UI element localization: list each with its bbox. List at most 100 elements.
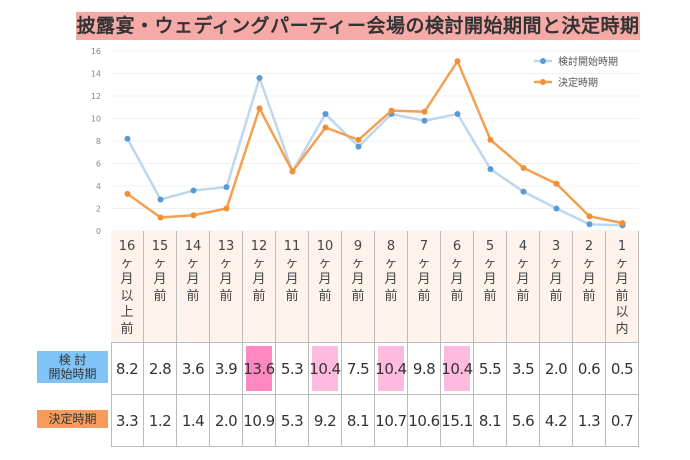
category-header: 11 ヶ月前 — [276, 231, 309, 343]
data-label: 15.1 — [441, 411, 473, 430]
category-label-part: 7 — [419, 239, 429, 254]
row-label-line: 検 討 — [58, 353, 87, 367]
category-label-part: ヶ — [417, 255, 431, 271]
row-label-line: 開始時期 — [48, 367, 97, 381]
y-tick-label: 4 — [96, 182, 101, 191]
table-cell: 10.4 — [309, 343, 342, 395]
table-cell: 2.8 — [144, 343, 177, 395]
data-label: 10.9 — [243, 411, 275, 430]
category-label-part: ヶ — [153, 255, 167, 271]
data-point — [256, 105, 263, 112]
table-cell: 2.0 — [540, 343, 573, 395]
series-line-1 — [126, 58, 623, 225]
legend-marker — [540, 79, 546, 85]
category-label-part: 前 — [351, 288, 365, 304]
category-label-part: 前 — [483, 288, 497, 304]
data-label: 3.5 — [511, 359, 535, 378]
y-tick-label: 12 — [91, 92, 101, 101]
data-point — [553, 205, 560, 212]
category-label-part: 前 — [450, 288, 464, 304]
data-point — [322, 111, 329, 117]
category-label-part: 前 — [120, 321, 134, 337]
data-point — [322, 124, 329, 131]
data-label: 5.6 — [511, 411, 535, 430]
category-label-part: ヶ — [252, 255, 266, 271]
category-label-part: ヶ — [318, 255, 332, 271]
table-cell: 0.6 — [573, 343, 606, 395]
category-label-part: 前 — [219, 288, 233, 304]
category-label-part: 9 — [353, 239, 363, 254]
category-label-part: 前 — [153, 288, 167, 304]
data-point — [190, 212, 197, 219]
legend-label: 検討開始時期 — [558, 55, 618, 68]
y-tick-label: 10 — [91, 115, 101, 124]
table-cell: 10.4 — [375, 343, 408, 395]
data-point — [124, 190, 131, 197]
category-label-part: ヶ — [549, 255, 563, 271]
category-label-part: 前 — [285, 288, 299, 304]
data-label: 5.3 — [280, 411, 304, 430]
category-label-part: ヶ — [186, 255, 200, 271]
category-label-part: 10 — [316, 239, 334, 254]
data-point — [520, 188, 527, 195]
category-label-part: 12 — [250, 239, 268, 254]
series-line-0 — [126, 73, 623, 227]
cell-highlight — [246, 346, 272, 391]
table-cell: 3.9 — [210, 343, 243, 395]
data-label: 10.6 — [408, 411, 440, 430]
category-label-part: 月 — [351, 272, 365, 287]
data-point — [553, 180, 560, 187]
category-label-part: 以 — [120, 288, 134, 304]
table-cell: 10.6 — [408, 395, 441, 447]
category-label-part: 5 — [485, 239, 495, 254]
data-label: 2.0 — [544, 359, 568, 378]
data-label: 8.1 — [346, 411, 370, 430]
category-label-part: 前 — [615, 288, 629, 304]
data-label: 3.6 — [181, 359, 205, 378]
legend-label: 決定時期 — [558, 76, 598, 89]
category-label-part: ヶ — [615, 255, 629, 271]
table-cell: 5.3 — [276, 343, 309, 395]
row-label-line: 決定時期 — [48, 412, 97, 426]
table-cell: 5.3 — [276, 395, 309, 447]
category-label-part: 月 — [417, 272, 431, 287]
data-point — [256, 75, 263, 81]
category-label-part: ヶ — [450, 255, 464, 271]
table-cell: 0.7 — [606, 395, 639, 447]
data-label: 4.2 — [544, 411, 568, 430]
table-cell: 9.2 — [309, 395, 342, 447]
data-point — [388, 107, 395, 114]
data-label: 8.2 — [115, 359, 139, 378]
category-label-part: 16 — [118, 239, 136, 254]
category-label-part: 前 — [384, 288, 398, 304]
category-label-part: 月 — [318, 272, 332, 287]
category-label-part: 前 — [252, 288, 266, 304]
category-label-part: 月 — [186, 272, 200, 287]
data-label: 10.4 — [375, 359, 407, 378]
table-cell: 3.5 — [507, 343, 540, 395]
table-cell: 1.4 — [177, 395, 210, 447]
category-label-part: 14 — [184, 239, 202, 254]
data-point — [487, 166, 494, 173]
category-label-part: 13 — [217, 239, 235, 254]
category-header: 10 ヶ月前 — [309, 231, 342, 343]
category-label-part: 6 — [452, 239, 462, 254]
category-label-part: 月 — [285, 272, 299, 287]
category-header: 12 ヶ月前 — [243, 231, 276, 343]
category-label-part: ヶ — [285, 255, 299, 271]
category-label-part: 3 — [551, 239, 561, 254]
data-point — [454, 111, 461, 117]
category-label-part: 15 — [151, 239, 169, 254]
category-label-part: 月 — [120, 272, 134, 287]
category-label-part: 1 — [617, 239, 627, 254]
category-label-part: ヶ — [516, 255, 530, 271]
category-label-part: ヶ — [351, 255, 365, 271]
table-cell: 4.2 — [540, 395, 573, 447]
category-label-part: 月 — [615, 272, 629, 287]
